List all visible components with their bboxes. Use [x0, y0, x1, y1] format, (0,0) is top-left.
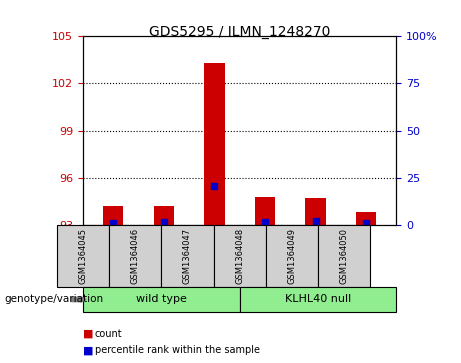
Text: wild type: wild type — [136, 294, 187, 305]
Bar — [255, 197, 275, 225]
Text: GSM1364045: GSM1364045 — [78, 228, 88, 284]
Text: GSM1364046: GSM1364046 — [131, 228, 140, 284]
Bar — [356, 212, 376, 225]
Text: percentile rank within the sample: percentile rank within the sample — [95, 345, 260, 355]
Text: GSM1364047: GSM1364047 — [183, 228, 192, 284]
Text: GSM1364049: GSM1364049 — [288, 228, 296, 284]
Bar — [103, 206, 124, 225]
Text: ■: ■ — [83, 345, 94, 355]
Text: GSM1364050: GSM1364050 — [340, 228, 349, 284]
Text: ■: ■ — [83, 329, 94, 339]
Text: GSM1364048: GSM1364048 — [235, 228, 244, 284]
Text: count: count — [95, 329, 122, 339]
Text: GDS5295 / ILMN_1248270: GDS5295 / ILMN_1248270 — [149, 25, 331, 40]
Bar — [154, 206, 174, 225]
Text: KLHL40 null: KLHL40 null — [285, 294, 351, 305]
Bar — [306, 198, 325, 225]
Text: genotype/variation: genotype/variation — [5, 294, 104, 305]
Bar — [204, 63, 225, 225]
